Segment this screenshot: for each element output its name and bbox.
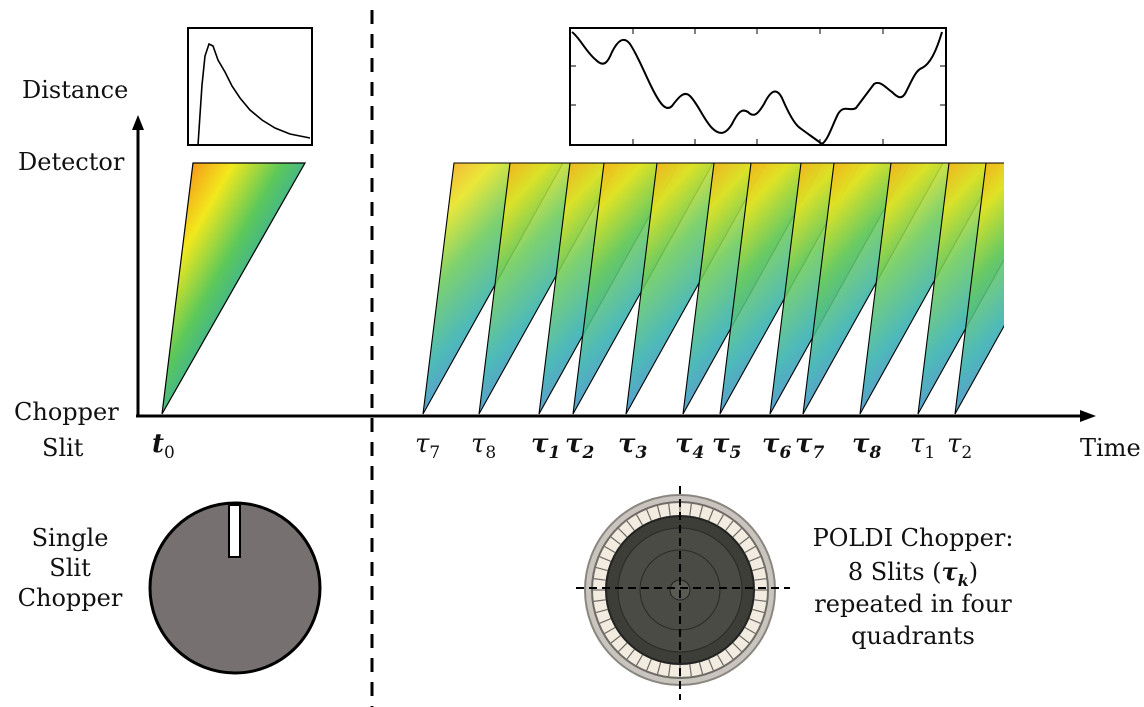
rim-tick <box>749 556 761 562</box>
rim-tick <box>754 578 767 581</box>
tau-label: τ7 <box>415 429 440 463</box>
tau-label: τ4 <box>675 429 704 463</box>
tau-label: τ1 <box>910 429 935 463</box>
tau-label: τ2 <box>565 429 595 463</box>
rim-tick <box>698 505 704 518</box>
tau-labels: τ7 τ8 τ1 τ2 τ3 τ4 τ5 τ6 τ7 τ8 τ1 τ2 <box>415 429 972 463</box>
tau-label: τ6 <box>762 429 792 463</box>
chopper-word-label: Chopper <box>18 584 123 612</box>
rim-tick <box>668 664 671 677</box>
poldi-line4: quadrants <box>851 622 975 650</box>
rim-tick <box>593 599 606 602</box>
rim-tick <box>595 608 608 614</box>
rim-tick <box>739 536 750 545</box>
time-label: Time <box>1080 434 1141 462</box>
rim-tick <box>656 505 662 518</box>
rim-tick <box>689 503 692 516</box>
t0-label: t0 <box>152 429 175 463</box>
rim-tick <box>618 528 628 538</box>
tau-label: τ8 <box>852 429 882 463</box>
rim-tick <box>708 509 714 521</box>
poldi-line3: repeated in four <box>814 590 1012 618</box>
poldi-line2: 8 Slits (τk) <box>848 557 978 590</box>
rim-tick <box>708 659 714 671</box>
rim-tick <box>739 635 750 644</box>
rim-tick <box>646 659 652 671</box>
poldi-inset-plot <box>569 27 947 146</box>
tau-label: τ7 <box>795 429 825 463</box>
tau-label: τ2 <box>947 429 972 463</box>
rim-tick <box>618 642 628 652</box>
rim-tick <box>754 599 767 602</box>
rim-tick <box>593 578 606 581</box>
rim-tick <box>716 654 725 666</box>
tau-label: τ8 <box>471 429 496 463</box>
rim-tick <box>646 509 652 521</box>
rim-tick <box>610 635 621 644</box>
distance-label: Distance <box>22 76 128 104</box>
poldi-line1: POLDI Chopper: <box>813 524 1014 552</box>
rim-tick <box>635 654 644 666</box>
rim-tick <box>698 662 704 675</box>
rim-tick <box>599 618 611 624</box>
slit-fan <box>954 162 1004 415</box>
rim-tick <box>626 520 635 531</box>
poldi-chopper-photo <box>576 486 790 700</box>
tau-label: τ3 <box>618 429 648 463</box>
rim-tick <box>604 626 616 635</box>
tau-label: τ1 <box>531 429 560 463</box>
rim-tick <box>716 514 725 526</box>
slit-label: Slit <box>42 434 84 462</box>
detector-label: Detector <box>18 148 125 176</box>
rim-tick <box>725 520 734 531</box>
rim-tick <box>732 642 742 652</box>
rim-tick <box>668 503 671 516</box>
chopper-label: Chopper <box>14 398 119 426</box>
rim-tick <box>744 545 756 554</box>
rim-tick <box>626 649 635 660</box>
rim-tick <box>725 649 734 660</box>
axes <box>132 115 1096 422</box>
rim-tick <box>752 566 765 572</box>
single-slit-chopper-disk <box>148 501 322 675</box>
rim-tick <box>595 566 608 572</box>
rim-tick <box>689 664 692 677</box>
rim-tick <box>604 545 616 554</box>
rim-tick <box>599 556 611 562</box>
single-slit-inset-plot <box>187 27 313 146</box>
slit-chopper-label: Slit <box>49 554 91 582</box>
rim-tick <box>752 608 765 614</box>
rim-tick <box>744 626 756 635</box>
rim-tick <box>656 662 662 675</box>
rim-tick <box>732 528 742 538</box>
single-label: Single <box>32 524 109 552</box>
rim-tick <box>610 536 621 545</box>
tau-label: τ5 <box>712 429 741 463</box>
single-slit-fan <box>161 162 307 415</box>
rim-tick <box>635 514 644 526</box>
rim-tick <box>749 618 761 624</box>
poldi-fans <box>422 162 1004 415</box>
